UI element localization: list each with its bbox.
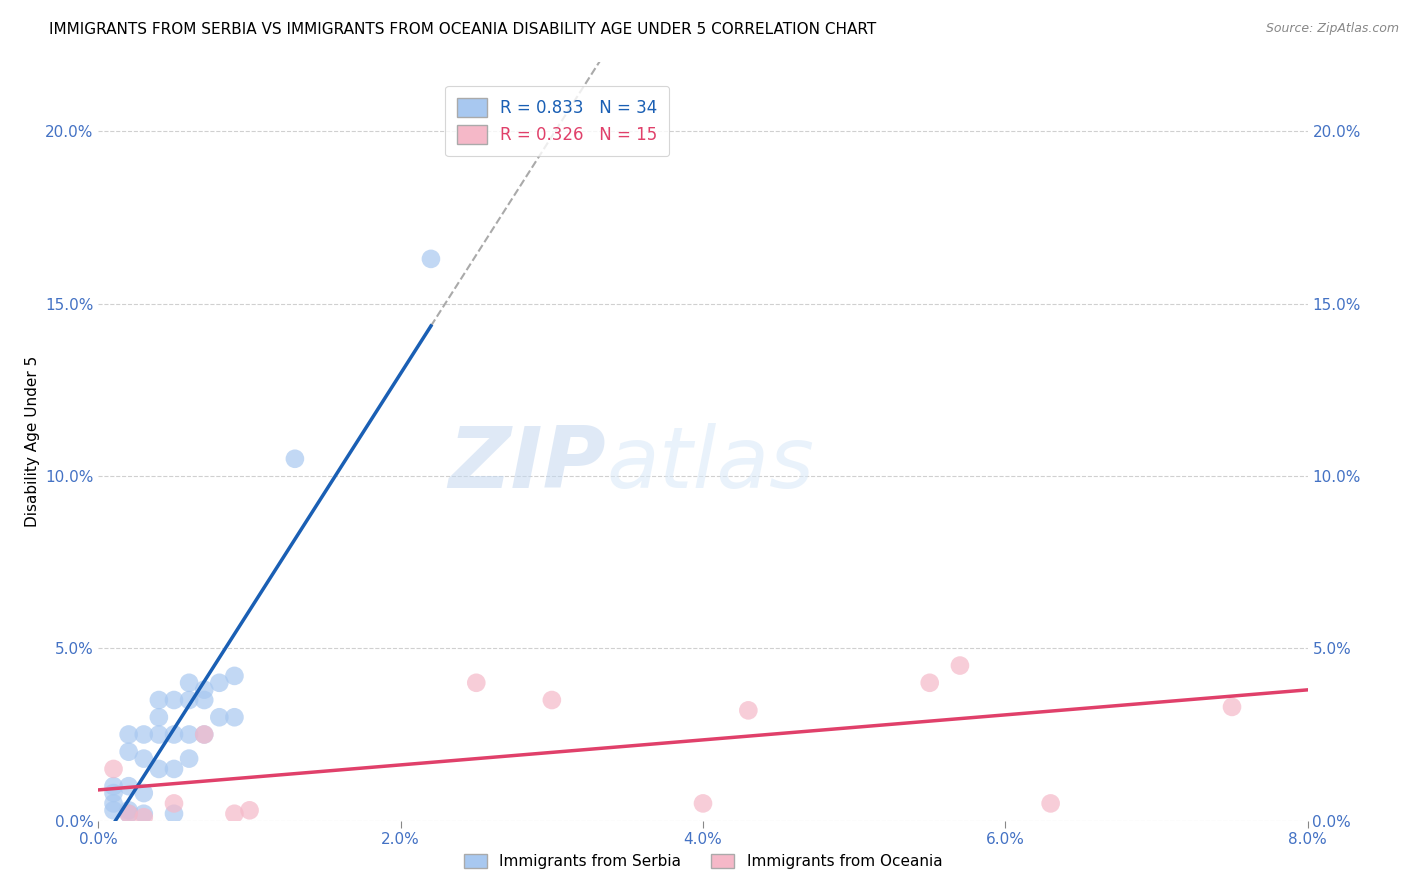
Point xyxy=(118,806,141,821)
Point xyxy=(918,675,941,690)
Legend: Immigrants from Serbia, Immigrants from Oceania: Immigrants from Serbia, Immigrants from … xyxy=(458,848,948,875)
Text: Source: ZipAtlas.com: Source: ZipAtlas.com xyxy=(1265,22,1399,36)
Point xyxy=(193,727,215,741)
Point xyxy=(420,252,443,266)
Point xyxy=(208,675,231,690)
Point xyxy=(103,762,125,776)
Point xyxy=(208,710,231,724)
Point xyxy=(148,727,170,741)
Point xyxy=(224,710,246,724)
Point xyxy=(224,806,246,821)
Point xyxy=(148,710,170,724)
Point xyxy=(1220,699,1243,714)
Point xyxy=(179,751,201,765)
Point xyxy=(224,669,246,683)
Point xyxy=(132,751,155,765)
Point xyxy=(193,727,215,741)
Point xyxy=(148,693,170,707)
Point xyxy=(163,806,186,821)
Point xyxy=(132,786,155,800)
Point xyxy=(284,451,307,466)
Point xyxy=(132,806,155,821)
Point xyxy=(163,693,186,707)
Point xyxy=(132,810,155,824)
Point xyxy=(118,727,141,741)
Text: ZIP: ZIP xyxy=(449,423,606,506)
Point xyxy=(1039,797,1062,811)
Point xyxy=(148,762,170,776)
Point xyxy=(465,675,488,690)
Point xyxy=(193,693,215,707)
Point xyxy=(949,658,972,673)
Point xyxy=(540,693,562,707)
Point xyxy=(103,779,125,793)
Point xyxy=(193,682,215,697)
Point xyxy=(179,693,201,707)
Point xyxy=(103,786,125,800)
Y-axis label: Disability Age Under 5: Disability Age Under 5 xyxy=(25,356,39,527)
Point xyxy=(239,803,262,817)
Text: atlas: atlas xyxy=(606,423,814,506)
Point xyxy=(163,727,186,741)
Point xyxy=(103,797,125,811)
Point xyxy=(179,675,201,690)
Point xyxy=(132,727,155,741)
Point xyxy=(692,797,714,811)
Point xyxy=(118,779,141,793)
Point xyxy=(163,797,186,811)
Point xyxy=(118,803,141,817)
Point xyxy=(179,727,201,741)
Point xyxy=(103,803,125,817)
Point xyxy=(737,703,759,717)
Point xyxy=(163,762,186,776)
Text: IMMIGRANTS FROM SERBIA VS IMMIGRANTS FROM OCEANIA DISABILITY AGE UNDER 5 CORRELA: IMMIGRANTS FROM SERBIA VS IMMIGRANTS FRO… xyxy=(49,22,876,37)
Legend: R = 0.833   N = 34, R = 0.326   N = 15: R = 0.833 N = 34, R = 0.326 N = 15 xyxy=(446,86,669,156)
Point xyxy=(118,806,141,821)
Point xyxy=(118,745,141,759)
